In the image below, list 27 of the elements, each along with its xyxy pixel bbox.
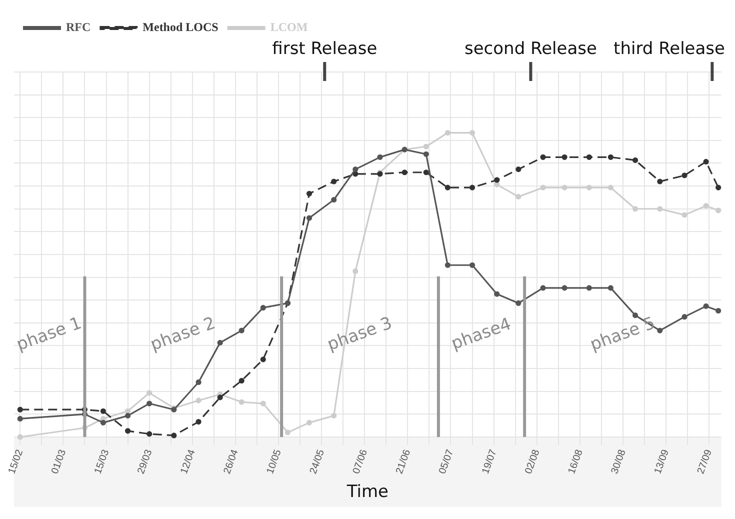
ref-line-label: second Release: [464, 38, 597, 59]
x-tick-label: 12/04: [178, 448, 198, 476]
x-tick-label: 30/08: [609, 448, 629, 476]
ref-line-label: first Release: [272, 38, 378, 59]
x-tick-label: 19/07: [480, 448, 500, 476]
x-tick-label: 02/08: [523, 448, 542, 476]
x-tick-label: 27/09: [696, 448, 715, 476]
annotation: phase 3: [324, 313, 395, 356]
x-tick-label: 15/02: [6, 448, 26, 476]
legend-label: RFC: [66, 20, 91, 34]
x-tick-label: 07/06: [351, 448, 370, 476]
x-tick-label: 13/09: [652, 448, 672, 476]
annotation: phase 2: [148, 313, 218, 356]
ref-line-label: third Release: [614, 38, 726, 59]
x-tick-label: 21/06: [394, 448, 414, 476]
annotation: phase 5: [588, 313, 658, 356]
x-tick-label: 24/05: [308, 448, 328, 476]
legend-label: Method LOCS: [142, 20, 219, 34]
x-tick-label: 29/03: [136, 448, 155, 476]
x-tick-label: 15/03: [92, 448, 112, 476]
annotation: phase 1: [14, 313, 84, 356]
x-tick-label: 01/03: [50, 448, 69, 476]
x-tick-label: 16/08: [566, 448, 586, 476]
x-tick-label: 05/07: [437, 448, 456, 476]
x-tick-label: 10/05: [265, 448, 284, 476]
x-tick-label: 26/04: [222, 448, 241, 476]
x-axis-title: Time: [346, 482, 389, 502]
